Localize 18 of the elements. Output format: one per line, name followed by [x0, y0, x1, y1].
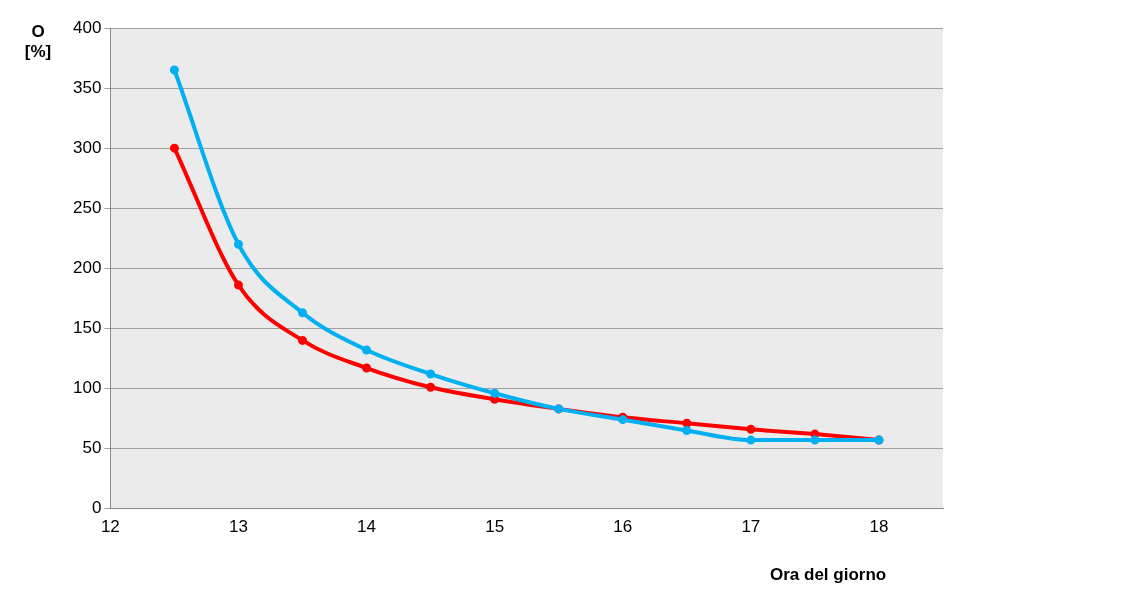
y-tick-label: 350 [72, 77, 102, 97]
x-axis-title: Ora del giorno [770, 565, 887, 585]
x-tick-label: 17 [741, 517, 761, 537]
y-tick-label: 50 [82, 438, 102, 458]
x-tick-label: 18 [869, 517, 889, 537]
x-tick-label: 16 [613, 517, 633, 537]
x-tick-label: 13 [229, 517, 248, 537]
y-tick-label: 300 [72, 137, 102, 157]
y-axis-title: O [%] [23, 22, 53, 62]
y-tick-label: 250 [72, 197, 102, 217]
x-tick-label: 12 [100, 517, 120, 537]
y-tick-label: 0 [91, 498, 102, 518]
y-tick-label: 400 [72, 17, 102, 37]
y-tick-label: 200 [72, 257, 102, 277]
x-tick-label: 14 [357, 517, 377, 537]
x-tick-label: 15 [485, 517, 505, 537]
y-tick-label: 100 [72, 378, 102, 398]
y-tick-label: 150 [72, 318, 102, 338]
